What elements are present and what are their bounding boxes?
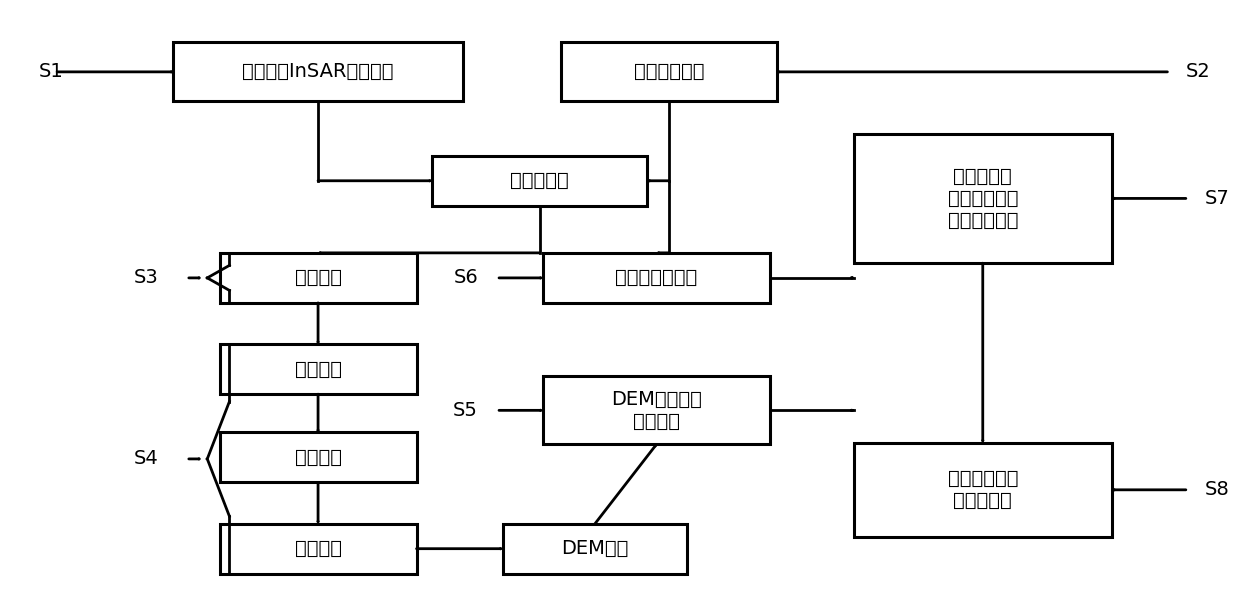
Text: S3: S3 xyxy=(133,269,157,287)
FancyBboxPatch shape xyxy=(853,443,1112,537)
Text: 干涉处理: 干涉处理 xyxy=(295,448,341,467)
Text: 屏蔽横滚角: 屏蔽横滚角 xyxy=(510,171,569,190)
FancyBboxPatch shape xyxy=(543,253,770,303)
FancyBboxPatch shape xyxy=(543,377,770,444)
Text: 根据时间平移
量进行对准: 根据时间平移 量进行对准 xyxy=(947,469,1018,510)
Text: DEM沿方位向
波动趋势: DEM沿方位向 波动趋势 xyxy=(611,390,702,431)
FancyBboxPatch shape xyxy=(219,344,417,394)
FancyBboxPatch shape xyxy=(219,524,417,574)
Text: DEM反演: DEM反演 xyxy=(562,539,629,558)
Text: S6: S6 xyxy=(454,269,479,287)
FancyBboxPatch shape xyxy=(174,42,463,101)
FancyBboxPatch shape xyxy=(502,524,687,574)
Text: S5: S5 xyxy=(453,401,479,420)
FancyBboxPatch shape xyxy=(562,42,776,101)
FancyBboxPatch shape xyxy=(219,253,417,303)
Text: S1: S1 xyxy=(38,62,63,81)
Text: S4: S4 xyxy=(133,450,157,469)
Text: S7: S7 xyxy=(1204,189,1229,208)
FancyBboxPatch shape xyxy=(432,156,647,206)
FancyBboxPatch shape xyxy=(219,432,417,482)
Text: 取互相关函
数，求极值获
得时间平移量: 取互相关函 数，求极值获 得时间平移量 xyxy=(947,167,1018,230)
FancyBboxPatch shape xyxy=(853,134,1112,263)
Text: S8: S8 xyxy=(1204,481,1229,499)
Text: 运动补偿: 运动补偿 xyxy=(295,269,341,287)
Text: 平地场景InSAR回波数据: 平地场景InSAR回波数据 xyxy=(242,62,394,81)
Text: 横滚角波动趋势: 横滚角波动趋势 xyxy=(615,269,698,287)
Text: S2: S2 xyxy=(1185,62,1210,81)
Text: 初始惯导数据: 初始惯导数据 xyxy=(634,62,704,81)
Text: 成像处理: 成像处理 xyxy=(295,359,341,378)
Text: 定标处理: 定标处理 xyxy=(295,539,341,558)
